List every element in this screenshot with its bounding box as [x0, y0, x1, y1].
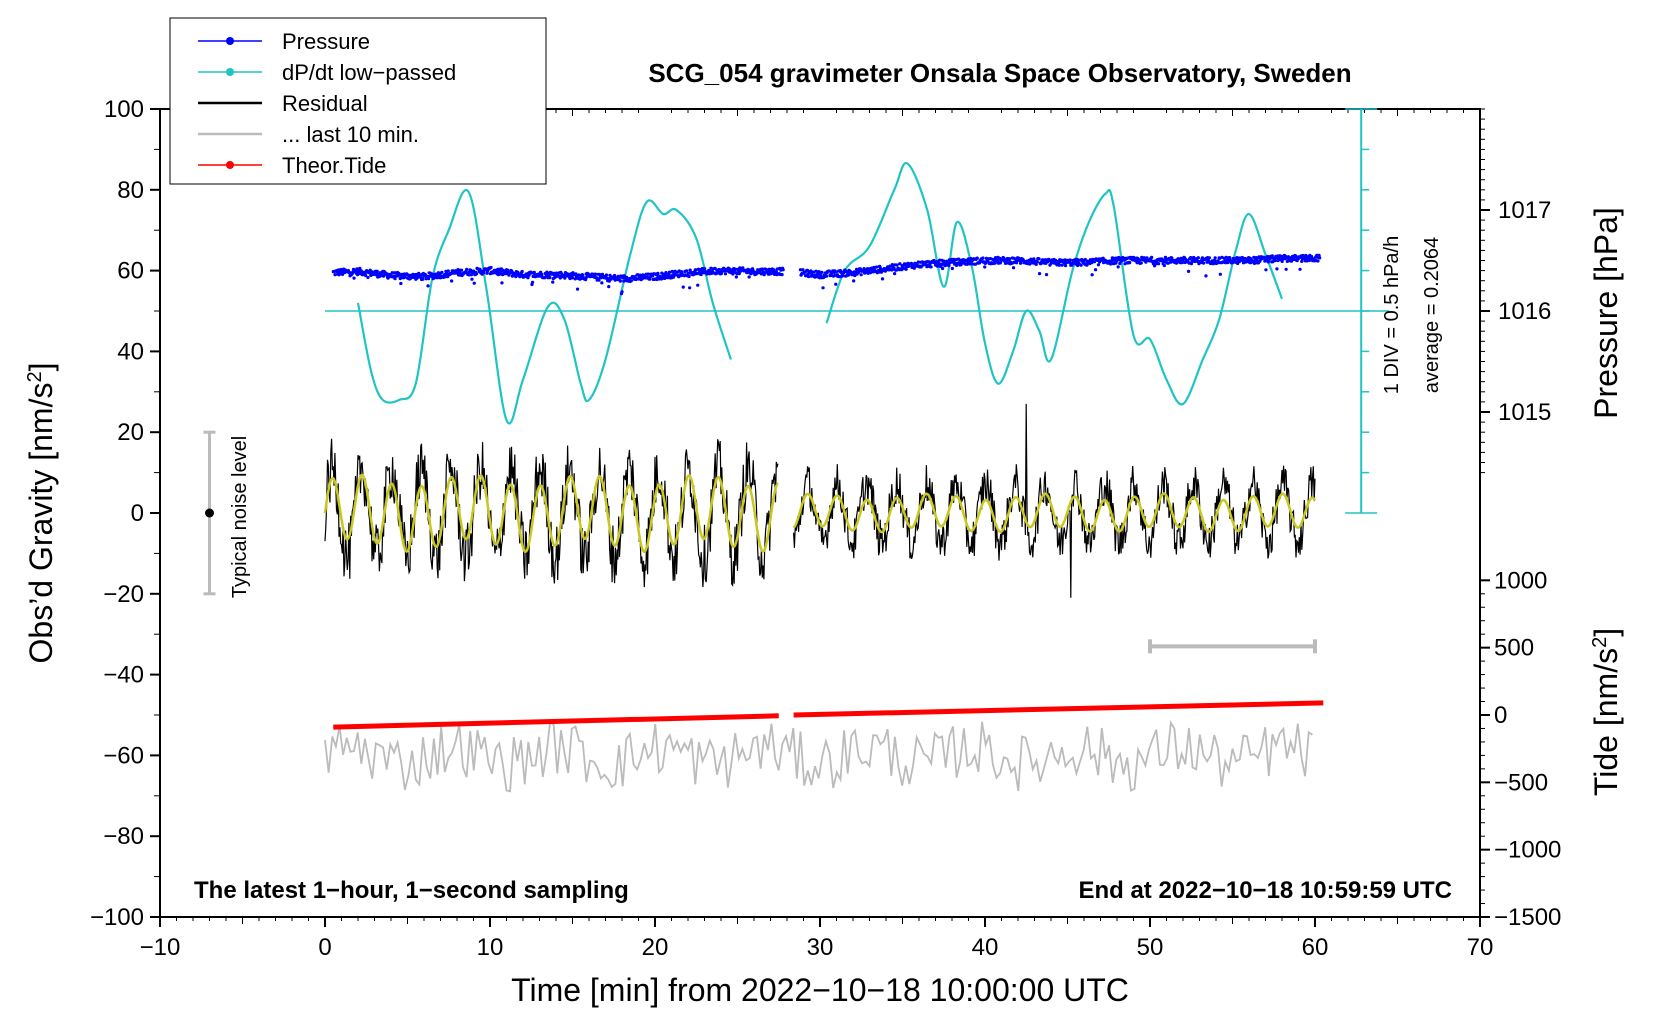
x-tick-label: 50	[1137, 934, 1164, 961]
x-axis-label: Time [min] from 2022−10−18 10:00:00 UTC	[511, 972, 1129, 1008]
pressure-tick-label: 1016	[1498, 298, 1551, 325]
tide-axis-label-tail: ]	[1588, 628, 1624, 637]
y-axis-label-tail: ]	[23, 363, 59, 372]
x-tick-label: 0	[318, 934, 331, 961]
average-annotation: average = 0.2064	[1421, 237, 1443, 393]
x-tick-label: 20	[642, 934, 669, 961]
tide-axis-ticks: 1000 500 0 −500 −1000 −1500	[1480, 567, 1561, 931]
legend-box	[169, 17, 547, 185]
x-tick-label: 70	[1467, 934, 1494, 961]
pressure-tick-label: 1015	[1498, 399, 1551, 426]
legend-swatch-marker	[226, 161, 234, 169]
x-tick-label: 40	[972, 934, 999, 961]
tide-tick-label: 1000	[1494, 567, 1547, 594]
y-tick-label: 0	[131, 500, 144, 527]
dpdt-line-segment	[825, 162, 1284, 406]
y-axis-label-main: Obs’d Gravity [nm/s	[23, 383, 59, 664]
tide-tick-label: 0	[1494, 702, 1507, 729]
tide-line-segment	[333, 713, 779, 730]
y-axis-ticks: 100 80 60 40 20 0 −20 −40 −60 −80 −100	[90, 96, 160, 931]
y-tick-label: 60	[117, 258, 144, 285]
noise-level-bar	[203, 430, 216, 596]
residual-line-segment	[793, 403, 1316, 598]
residual-line-segment	[324, 438, 779, 588]
div-annotation: 1 DIV = 0.5 hPa/h	[1381, 236, 1403, 394]
legend-label: ... last 10 min.	[282, 122, 419, 147]
legend: Pressure dP/dt low−passed Residual ... last…	[169, 17, 547, 185]
plot-frame	[159, 108, 1481, 918]
y-tick-label: −80	[103, 823, 144, 850]
legend-swatch-marker	[226, 37, 234, 45]
pressure-tick-label: 1017	[1498, 197, 1551, 224]
tide-tick-label: −1000	[1494, 837, 1561, 864]
tide-axis-label-main: Tide [nm/s	[1588, 648, 1624, 796]
x-tick-label: 60	[1302, 934, 1329, 961]
tide-tick-label: −1500	[1494, 904, 1561, 931]
legend-swatch-marker	[226, 68, 234, 76]
dpdt-series	[356, 162, 1284, 425]
noise-bar-center	[205, 508, 214, 518]
y-tick-label: −40	[103, 662, 144, 689]
x-tick-label: 30	[807, 934, 834, 961]
pressure-axis-label: Pressure [hPa]	[1588, 207, 1624, 419]
last-10-min-series	[324, 720, 1313, 793]
x-tick-label: −10	[140, 934, 181, 961]
tide-axis-label-sup: 2	[1589, 637, 1611, 648]
residual-smoothed-series	[323, 473, 1317, 554]
y-tick-label: 100	[104, 96, 144, 123]
last-10-min-line	[324, 720, 1313, 793]
chart-title: SCG_054 gravimeter Onsala Space Observat…	[648, 58, 1351, 88]
last-10-min-bar	[1148, 639, 1317, 654]
legend-label: Theor.Tide	[282, 153, 386, 178]
y-tick-label: −100	[90, 904, 144, 931]
y-tick-label: 20	[117, 419, 144, 446]
residual-smoothed-segment	[323, 473, 779, 554]
dpdt-scale-bar	[1345, 108, 1378, 514]
y-tick-label: −60	[103, 742, 144, 769]
y-tick-label: 80	[117, 177, 144, 204]
legend-label: Pressure	[282, 29, 370, 54]
legend-label: dP/dt low−passed	[282, 60, 456, 85]
pressure-axis-ticks: 1017 1016 1015	[1480, 108, 1551, 474]
dpdt-line-segment	[356, 188, 732, 425]
tide-tick-label: −500	[1494, 769, 1548, 796]
y-axis-label: Obs’d Gravity [nm/s2]	[23, 363, 59, 664]
y-tick-label: 40	[117, 338, 144, 365]
legend-items: Pressure dP/dt low−passed Residual ... last…	[198, 29, 456, 178]
end-time-note: End at 2022−10−18 10:59:59 UTC	[1078, 877, 1452, 904]
tide-tick-label: 500	[1494, 635, 1534, 662]
tide-axis-label: Tide [nm/s2]	[1588, 628, 1624, 796]
x-tick-label: 10	[477, 934, 504, 961]
legend-label: Residual	[282, 91, 368, 116]
residual-series	[324, 403, 1316, 598]
tide-line-segment	[793, 700, 1324, 718]
sampling-note: The latest 1−hour, 1−second sampling	[194, 877, 629, 904]
y-tick-label: −20	[103, 581, 144, 608]
x-axis-ticks: −10 0 10 20 30 40 50 60 70	[140, 109, 1494, 961]
y-axis-label-sup: 2	[24, 371, 46, 382]
pressure-series	[331, 253, 1322, 296]
pressure-dots	[331, 253, 1322, 296]
residual-smoothed-segment	[792, 492, 1317, 534]
noise-level-label: Typical noise level	[229, 436, 251, 598]
theoretical-tide-series	[333, 700, 1324, 730]
